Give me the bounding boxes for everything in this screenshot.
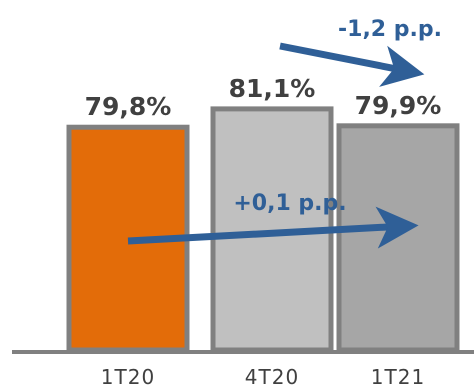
annotation-label-increase: +0,1 p.p. [233, 191, 346, 216]
category-label-1t20: 1T20 [101, 365, 155, 389]
value-label-1t20: 79,8% [85, 92, 172, 121]
annotation-arrow-decrease [279, 42, 425, 87]
bar-1t21 [336, 123, 460, 353]
category-label-1t21: 1T21 [371, 365, 425, 389]
value-label-4t20: 81,1% [229, 74, 316, 103]
value-label-1t21: 79,9% [355, 91, 442, 120]
category-label-4t20: 4T20 [245, 365, 299, 389]
annotation-label-decrease: -1,2 p.p. [338, 17, 442, 42]
annotation-arrow-increase [127, 206, 419, 249]
